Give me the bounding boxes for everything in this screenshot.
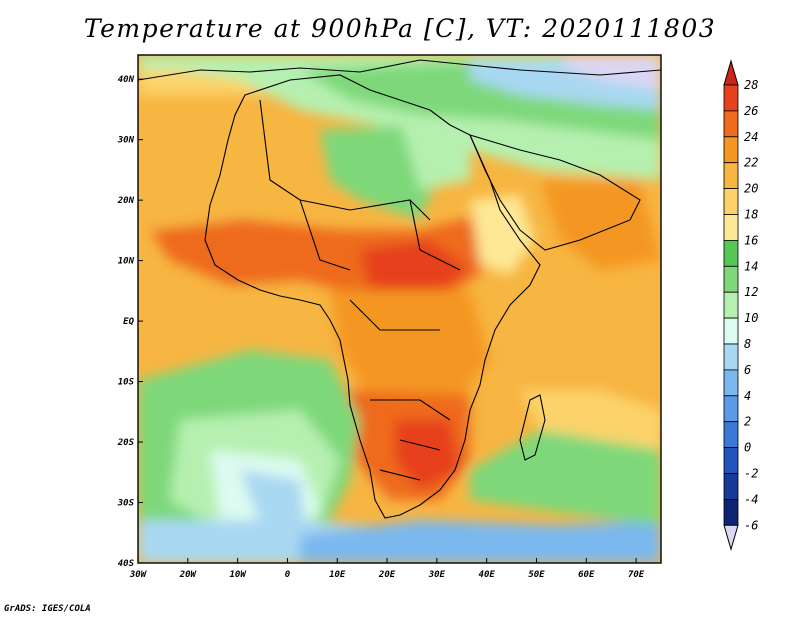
colorbar-swatch <box>723 110 739 138</box>
colorbar-swatch <box>723 265 739 293</box>
lat-tick-label: 40N <box>118 75 135 85</box>
colorbar-swatch <box>723 291 739 319</box>
colorbar-swatch <box>723 447 739 474</box>
colorbar-swatch <box>723 343 739 371</box>
lon-tick-label: 60E <box>578 570 595 580</box>
colorbar-swatch <box>723 421 739 449</box>
colorbar-label: 20 <box>744 182 758 196</box>
colorbar-label: -4 <box>744 492 758 506</box>
lat-tick-label: 10S <box>118 378 135 388</box>
lon-tick-label: 20E <box>378 570 396 580</box>
colorbar-top-triangle <box>723 59 739 86</box>
colorbar-bottom-triangle <box>723 524 739 552</box>
lon-tick-label: 10W <box>229 570 247 580</box>
lat-tick-label: 10N <box>118 257 135 267</box>
colorbar-label: 14 <box>744 259 758 273</box>
colorbar-label: 16 <box>744 233 758 247</box>
credit-label: GrADS: IGES/COLA <box>4 604 91 614</box>
temperature-field <box>138 55 661 563</box>
colorbar-swatch <box>723 214 739 241</box>
colorbar-swatch <box>723 162 739 189</box>
colorbar-label: 4 <box>744 389 751 403</box>
colorbar-label: 8 <box>744 337 751 351</box>
colorbar-swatch <box>723 473 739 500</box>
colorbar-label: 12 <box>744 285 758 299</box>
colorbar-label: 6 <box>744 363 751 377</box>
lat-tick-label: 30S <box>117 499 135 509</box>
lat-tick-label: 40S <box>118 559 135 569</box>
colorbar-label: -2 <box>744 467 758 481</box>
lat-tick-label: EQ <box>123 317 134 327</box>
lat-tick-label: 20S <box>117 438 135 448</box>
map-title: Temperature at 900hPa [C], VT: 202011180… <box>83 14 717 43</box>
lon-tick-label: 50E <box>528 570 545 580</box>
lon-tick-label: 70E <box>628 570 645 580</box>
lat-tick-label: 30N <box>117 136 135 146</box>
colorbar-swatch <box>723 395 739 423</box>
colorbar-label: 2 <box>744 415 751 429</box>
lon-tick-label: 30E <box>428 570 446 580</box>
coastlines <box>138 59 661 519</box>
colorbar-swatch <box>723 84 739 112</box>
lat-tick-label: 20N <box>117 196 135 206</box>
colorbar-label: 0 <box>744 441 751 455</box>
colorbar-label: 26 <box>744 104 758 118</box>
colorbar-swatch <box>723 317 739 345</box>
lon-tick-label: 40E <box>479 570 496 580</box>
latitude-axis: 40N 30N 20N 10N EQ 10S 20S 30S 40S <box>117 75 143 569</box>
colorbar-swatch <box>723 136 739 164</box>
colorbar-label: 18 <box>744 208 758 222</box>
lon-tick-label: 20W <box>179 570 198 580</box>
colorbar-swatch <box>723 239 739 267</box>
lon-tick-label: 10E <box>329 570 346 580</box>
colorbar-label: 24 <box>744 130 758 144</box>
colorbar-label: 22 <box>744 156 758 170</box>
colorbar-label: 10 <box>744 311 758 325</box>
colorbar-label: 28 <box>744 78 758 92</box>
colorbar-label: -6 <box>744 518 758 532</box>
longitude-axis: 30W 20W 10W 0 10E 20E 30E 40E 50E 60E 70E <box>129 558 645 580</box>
lon-tick-label: 0 <box>285 570 291 580</box>
colorbar-swatch <box>723 498 739 526</box>
lon-tick-label: 30W <box>129 570 148 580</box>
colorbar-swatch <box>723 369 739 397</box>
map-frame <box>137 54 662 564</box>
colorbar-swatch <box>723 188 739 215</box>
